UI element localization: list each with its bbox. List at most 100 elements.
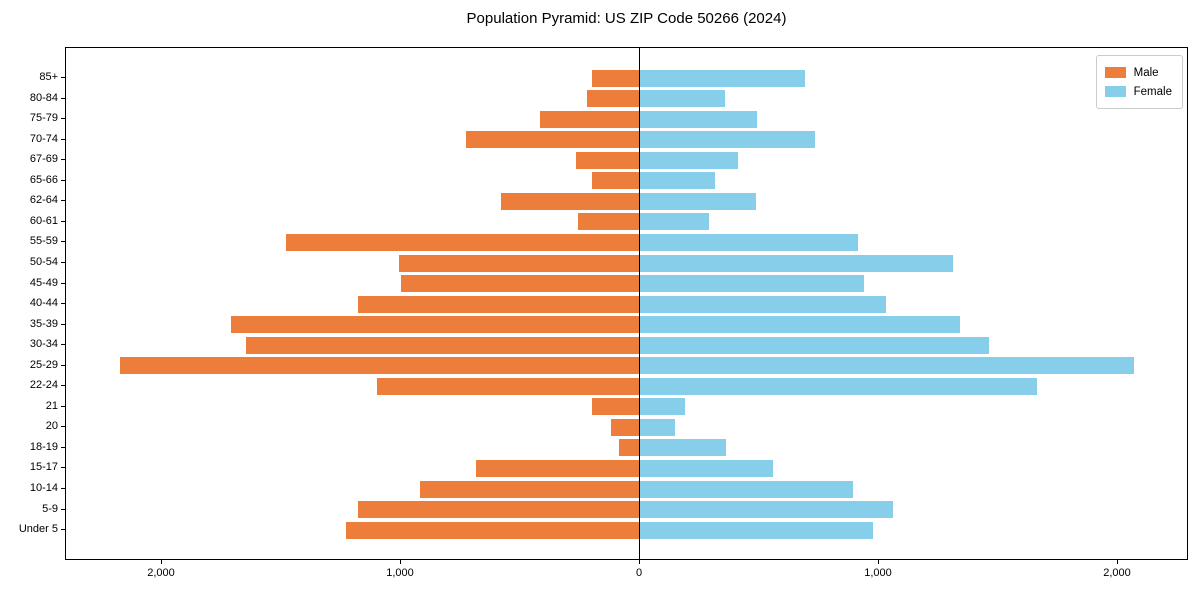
female-bar xyxy=(640,439,726,457)
female-bar xyxy=(640,295,887,313)
male-swatch-icon xyxy=(1104,67,1126,78)
y-tick-label: 65-66 xyxy=(29,173,58,186)
legend-item-female: Female xyxy=(1104,82,1172,101)
female-bar xyxy=(640,377,1037,395)
y-tick-label: 67-69 xyxy=(29,153,58,166)
y-tick-label: Under 5 xyxy=(18,523,58,536)
y-tick-mark xyxy=(61,508,65,510)
y-tick-label: 5-9 xyxy=(42,502,58,515)
chart-title: Population Pyramid: US ZIP Code 50266 (2… xyxy=(466,10,787,27)
y-tick-mark xyxy=(61,344,65,346)
y-tick-mark xyxy=(61,323,65,325)
y-tick-mark xyxy=(61,159,65,161)
x-tick-mark xyxy=(161,560,162,564)
male-bar xyxy=(120,357,640,375)
y-tick-label: 50-54 xyxy=(29,256,58,268)
male-bar xyxy=(476,459,640,477)
y-tick-mark xyxy=(61,97,65,99)
y-tick-label: 10-14 xyxy=(29,482,58,494)
male-bar xyxy=(577,213,640,231)
y-tick-mark xyxy=(61,467,65,469)
y-tick-mark xyxy=(61,488,65,489)
legend-item-male: Male xyxy=(1104,63,1172,82)
female-bar xyxy=(640,192,756,210)
female-bar xyxy=(640,131,815,149)
female-bar xyxy=(640,233,858,251)
y-tick-mark xyxy=(61,529,65,531)
y-tick-mark xyxy=(61,77,65,78)
female-bar xyxy=(640,418,675,436)
x-tick-mark xyxy=(400,560,401,564)
male-bar xyxy=(398,254,640,272)
legend-female-label: Female xyxy=(1133,85,1172,98)
plot-area xyxy=(65,47,1188,560)
x-tick-mark xyxy=(878,560,879,564)
x-tick-mark xyxy=(639,560,640,564)
male-bar xyxy=(358,295,640,313)
y-tick-label: 70-74 xyxy=(29,132,58,145)
x-tick-label: 2,000 xyxy=(147,567,175,579)
y-tick-label: 18-19 xyxy=(29,440,58,453)
y-tick-mark xyxy=(61,303,65,305)
female-bar xyxy=(640,316,961,334)
female-bar xyxy=(640,521,873,539)
y-tick-mark xyxy=(61,262,65,263)
male-bar xyxy=(592,398,640,416)
male-bar xyxy=(420,480,640,498)
female-swatch-icon xyxy=(1104,86,1126,97)
female-bar xyxy=(640,336,989,354)
male-bar xyxy=(618,439,640,457)
x-tick-label: 0 xyxy=(635,567,643,579)
female-bar xyxy=(640,151,738,169)
x-tick-label: 2,000 xyxy=(1103,567,1131,579)
y-tick-label: 25-29 xyxy=(29,358,58,371)
y-tick-mark xyxy=(61,200,65,202)
male-bar xyxy=(575,151,640,169)
y-tick-label: 45-49 xyxy=(29,276,58,289)
y-tick-mark xyxy=(61,446,65,448)
y-tick-label: 30-34 xyxy=(29,338,58,351)
y-tick-label: 62-64 xyxy=(29,194,58,207)
x-tick-label: 1,000 xyxy=(864,567,892,579)
y-tick-mark xyxy=(61,179,65,181)
male-bar xyxy=(465,131,640,149)
y-tick-label: 80-84 xyxy=(29,91,58,104)
x-tick-label: 1,000 xyxy=(386,567,414,579)
y-tick-label: 40-44 xyxy=(29,297,58,310)
female-bar xyxy=(640,398,686,416)
y-tick-mark xyxy=(61,385,65,387)
male-bar xyxy=(245,336,640,354)
male-bar xyxy=(592,69,640,87)
y-tick-mark xyxy=(61,220,65,222)
female-bar xyxy=(640,90,725,107)
y-tick-label: 22-24 xyxy=(29,379,58,392)
y-tick-label: 85+ xyxy=(39,71,58,83)
female-bar xyxy=(640,213,710,231)
y-tick-mark xyxy=(61,241,65,243)
male-bar xyxy=(358,501,640,519)
male-bar xyxy=(346,521,640,539)
female-bar xyxy=(640,254,954,272)
male-bar xyxy=(592,172,640,190)
y-tick-label: 20 xyxy=(45,420,58,433)
female-bar xyxy=(640,69,805,87)
female-bar xyxy=(640,275,864,292)
male-bar xyxy=(539,110,640,128)
male-bar xyxy=(401,275,640,292)
male-bar xyxy=(501,192,640,210)
zero-axis-line xyxy=(638,48,640,559)
legend-male-label: Male xyxy=(1133,66,1159,79)
female-bar xyxy=(640,110,758,128)
male-bar xyxy=(377,377,640,395)
y-tick-label: 21 xyxy=(45,399,58,412)
male-bar xyxy=(286,233,640,251)
male-bar xyxy=(611,418,640,436)
y-tick-mark xyxy=(61,405,65,407)
y-tick-label: 15-17 xyxy=(29,461,58,474)
y-tick-mark xyxy=(61,426,65,428)
female-bar xyxy=(640,459,773,477)
female-bar xyxy=(640,501,894,519)
male-bar xyxy=(231,316,640,334)
y-tick-mark xyxy=(61,138,65,140)
